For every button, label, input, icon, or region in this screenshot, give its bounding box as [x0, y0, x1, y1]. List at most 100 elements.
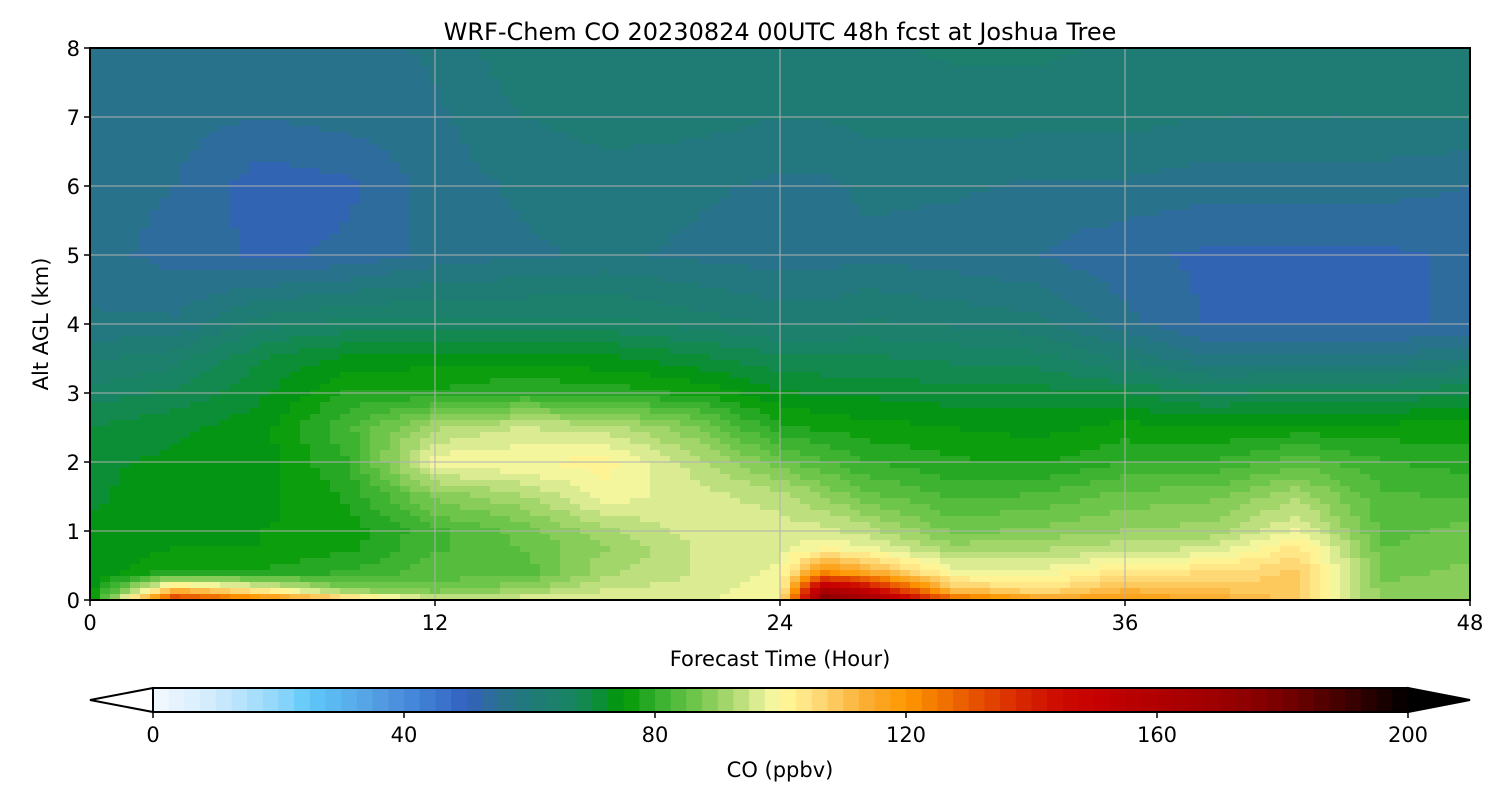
heatmap-cell	[600, 270, 611, 277]
heatmap-cell	[540, 564, 551, 571]
heatmap-cell	[560, 258, 571, 265]
heatmap-cell	[190, 204, 201, 211]
heatmap-cell	[260, 438, 271, 445]
heatmap-cell	[370, 432, 381, 439]
heatmap-cell	[420, 522, 431, 529]
heatmap-cell	[500, 222, 511, 229]
heatmap-cell	[550, 120, 561, 127]
heatmap-cell	[350, 588, 361, 595]
heatmap-cell	[500, 132, 511, 139]
heatmap-cell	[180, 288, 191, 295]
heatmap-cell	[450, 282, 461, 289]
heatmap-cell	[250, 372, 261, 379]
heatmap-cell	[620, 564, 631, 571]
heatmap-cell	[480, 180, 491, 187]
heatmap-cell	[90, 234, 101, 241]
heatmap-cell	[500, 438, 511, 445]
heatmap-cell	[460, 282, 471, 289]
heatmap-cell	[610, 270, 621, 277]
heatmap-cell	[500, 336, 511, 343]
heatmap-cell	[360, 468, 371, 475]
heatmap-cell	[520, 432, 531, 439]
heatmap-cell	[520, 48, 531, 55]
heatmap-cell	[140, 168, 151, 175]
heatmap-cell	[390, 72, 401, 79]
heatmap-cell	[310, 204, 321, 211]
heatmap-cell	[100, 174, 111, 181]
heatmap-cell	[500, 102, 511, 109]
heatmap-cell	[310, 378, 321, 385]
heatmap-cell	[400, 504, 411, 511]
heatmap-cell	[230, 192, 241, 199]
heatmap-cell	[90, 162, 101, 169]
heatmap-cell	[360, 348, 371, 355]
heatmap-cell	[450, 558, 461, 565]
heatmap-cell	[540, 150, 551, 157]
heatmap-cell	[500, 192, 511, 199]
heatmap-cell	[300, 504, 311, 511]
heatmap-cell	[220, 54, 231, 61]
heatmap-cell	[380, 174, 391, 181]
heatmap-cell	[270, 186, 281, 193]
heatmap-cell	[480, 378, 491, 385]
heatmap-cell	[260, 276, 271, 283]
heatmap-cell	[540, 264, 551, 271]
heatmap-cell	[440, 228, 451, 235]
heatmap-cell	[560, 558, 571, 565]
heatmap-cell	[220, 588, 231, 595]
heatmap-cell	[420, 330, 431, 337]
heatmap-cell	[220, 132, 231, 139]
heatmap-cell	[270, 108, 281, 115]
heatmap-cell	[380, 588, 391, 595]
heatmap-cell	[570, 576, 581, 583]
heatmap-cell	[400, 426, 411, 433]
heatmap-cell	[520, 366, 531, 373]
heatmap-cell	[170, 96, 181, 103]
heatmap-cell	[340, 420, 351, 427]
heatmap-cell	[250, 276, 261, 283]
heatmap-cell	[210, 486, 221, 493]
heatmap-cell	[610, 282, 621, 289]
heatmap-cell	[250, 138, 261, 145]
heatmap-cell	[270, 498, 281, 505]
heatmap-cell	[240, 132, 251, 139]
heatmap-cell	[220, 558, 231, 565]
heatmap-cell	[310, 504, 321, 511]
heatmap-cell	[510, 432, 521, 439]
heatmap-cell	[530, 108, 541, 115]
heatmap-cell	[610, 582, 621, 589]
heatmap-cell	[290, 180, 301, 187]
heatmap-cell	[300, 120, 311, 127]
heatmap-cell	[120, 300, 131, 307]
heatmap-cell	[540, 426, 551, 433]
heatmap-cell	[410, 564, 421, 571]
heatmap-cell	[540, 96, 551, 103]
heatmap-cell	[550, 198, 561, 205]
heatmap-cell	[590, 222, 601, 229]
heatmap-cell	[190, 486, 201, 493]
heatmap-cell	[470, 258, 481, 265]
heatmap-cell	[380, 480, 391, 487]
heatmap-cell	[300, 222, 311, 229]
heatmap-cell	[390, 372, 401, 379]
heatmap-cell	[370, 534, 381, 541]
heatmap-cell	[120, 468, 131, 475]
heatmap-cell	[420, 534, 431, 541]
heatmap-cell	[610, 426, 621, 433]
heatmap-cell	[390, 552, 401, 559]
heatmap-cell	[270, 132, 281, 139]
heatmap-cell	[200, 78, 211, 85]
heatmap-cell	[240, 420, 251, 427]
heatmap-cell	[470, 312, 481, 319]
heatmap-cell	[110, 516, 121, 523]
heatmap-cell	[570, 246, 581, 253]
heatmap-cell	[230, 342, 241, 349]
heatmap-cell	[560, 174, 571, 181]
heatmap-cell	[390, 228, 401, 235]
heatmap-cell	[560, 510, 571, 517]
heatmap-cell	[100, 234, 111, 241]
heatmap-cell	[350, 474, 361, 481]
heatmap-cell	[110, 552, 121, 559]
heatmap-cell	[90, 102, 101, 109]
heatmap-cell	[440, 120, 451, 127]
